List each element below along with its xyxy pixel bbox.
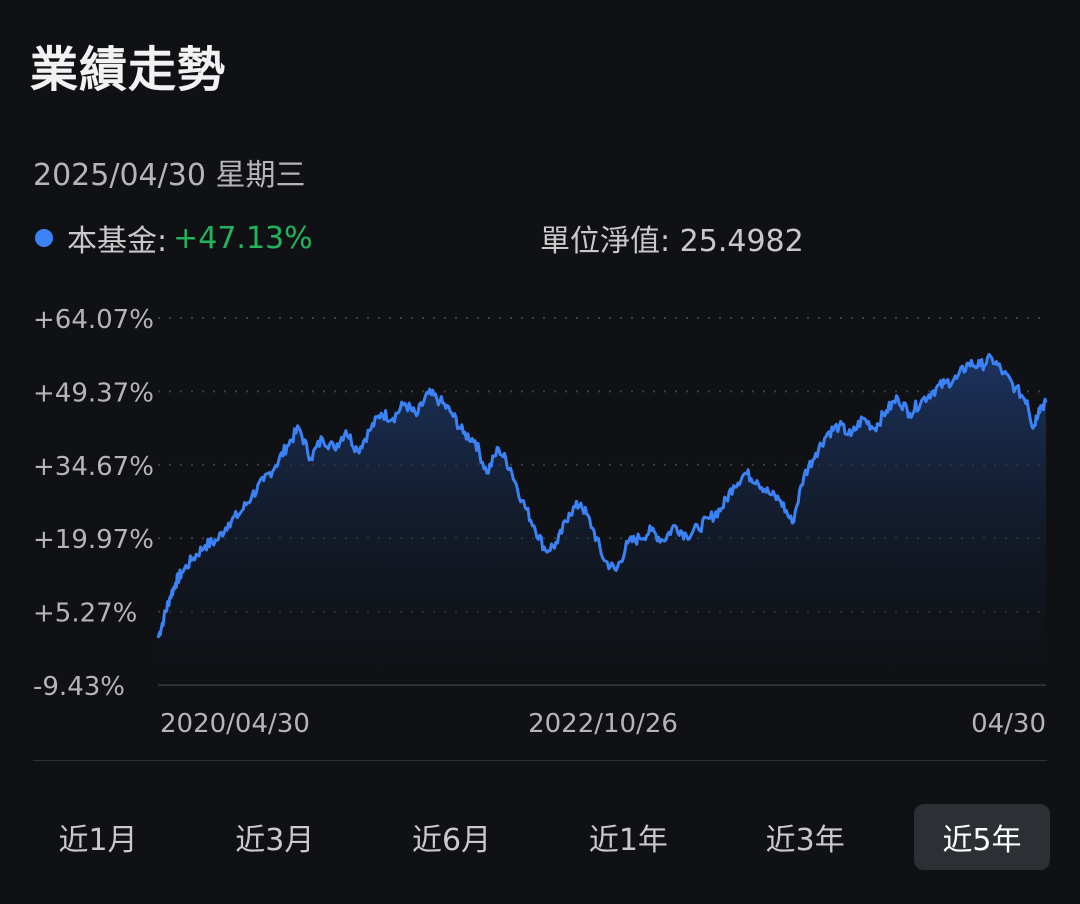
tab-5-years[interactable]: 近5年	[913, 804, 1050, 870]
tab-1-month[interactable]: 近1月	[58, 823, 138, 858]
period-tabs: 近1月 近3月 近6月 近1年 近3年 近5年	[30, 804, 1050, 870]
fund-label: 本基金:	[67, 224, 168, 259]
current-date: 2025/04/30 星期三	[33, 158, 306, 193]
tab-3-years[interactable]: 近3年	[765, 823, 845, 858]
y-tick-label: +34.67%	[33, 452, 154, 482]
x-tick-label: 2020/04/30	[160, 709, 310, 739]
fund-legend: 本基金: +47.13%	[33, 216, 313, 260]
chart-area-fill	[158, 354, 1046, 685]
series-line	[156, 352, 1048, 639]
fund-return-value: +47.13%	[173, 220, 313, 256]
y-tick-label: +19.97%	[33, 525, 154, 555]
divider	[33, 760, 1047, 761]
page-title: 業績走勢	[30, 42, 227, 98]
x-tick-label: 2022/10/26	[528, 709, 678, 739]
y-tick-label: -9.43%	[33, 672, 125, 702]
y-tick-label: +49.37%	[33, 378, 154, 408]
y-tick-label: +5.27%	[33, 599, 137, 629]
fund-series-dot-icon	[35, 229, 53, 247]
tab-6-months[interactable]: 近6月	[412, 823, 492, 858]
nav-value: 單位淨值: 25.4982	[540, 224, 804, 259]
performance-chart[interactable]: +64.07% +49.37% +34.67% +19.97% +5.27% -9.43%…	[0, 290, 1080, 750]
tab-3-months[interactable]: 近3月	[235, 823, 315, 858]
x-tick-label: 04/30	[971, 709, 1046, 739]
tab-1-year[interactable]: 近1年	[588, 823, 668, 858]
y-tick-label: +64.07%	[33, 305, 154, 335]
